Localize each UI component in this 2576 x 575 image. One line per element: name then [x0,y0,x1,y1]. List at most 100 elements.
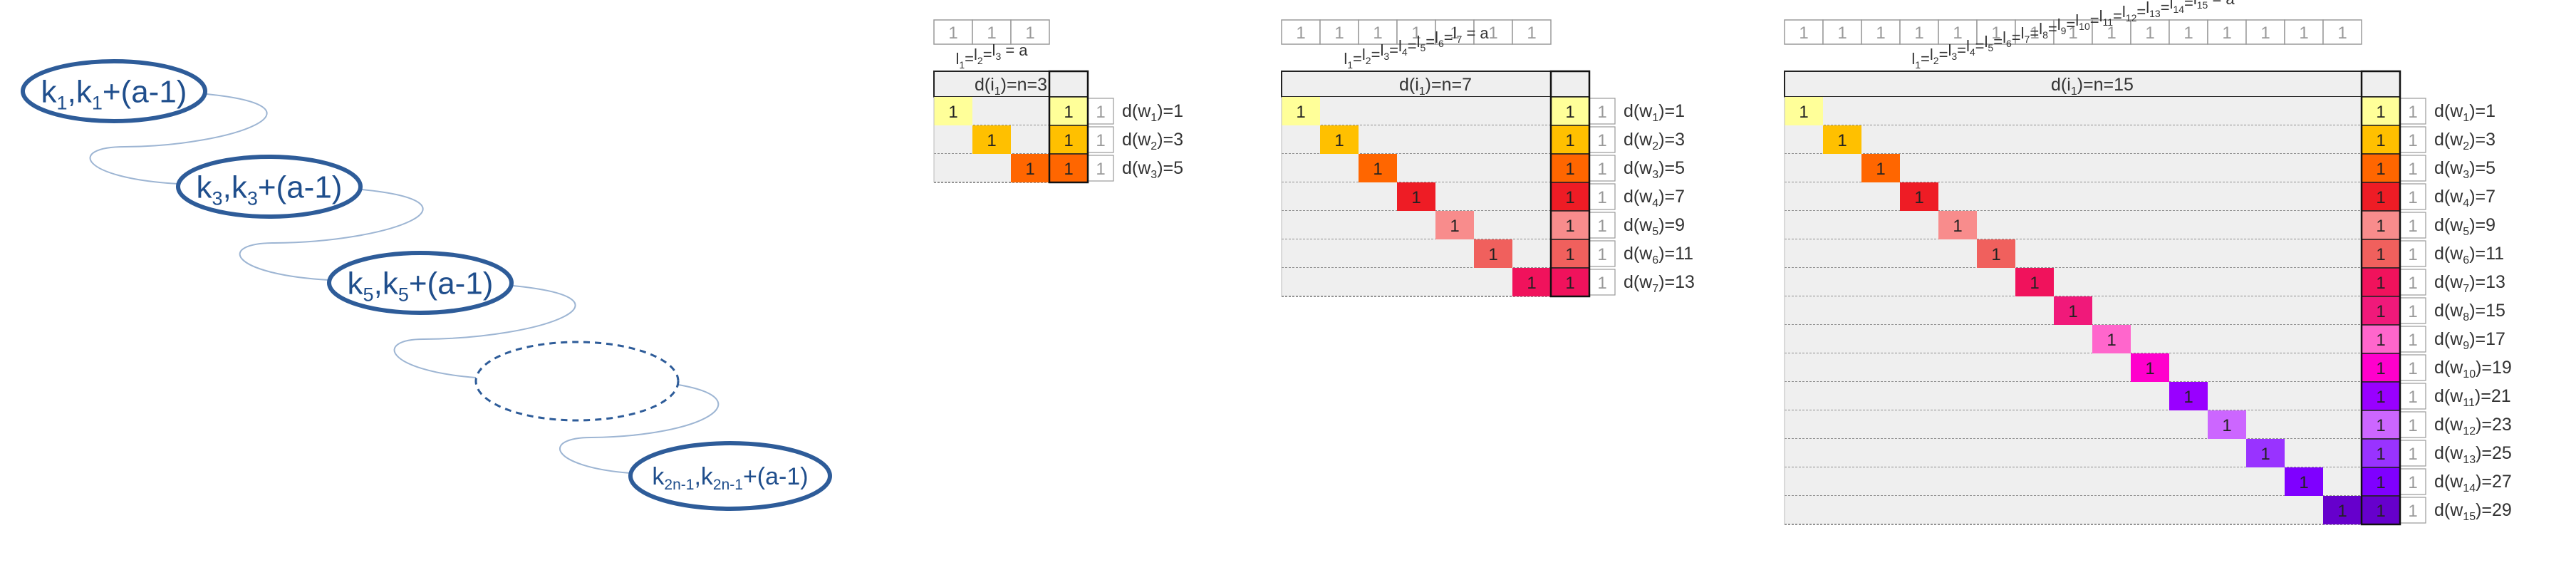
diagonal-cell-value: 1 [1914,188,1923,207]
top-row-cell [1976,19,2016,45]
side-cell [2399,497,2426,524]
matrix-row-bg [1785,325,2362,353]
column-cell-value: 1 [1565,103,1574,122]
top-row-cell [1473,19,1513,45]
side-cell-value: 1 [2408,217,2417,236]
column-cell [2361,410,2401,440]
column-cell-value: 1 [2376,331,2385,350]
column-cell-value: 1 [1064,160,1073,179]
top-row-cell [2284,19,2324,45]
side-cell [2399,183,2426,210]
side-cell-value: 1 [1597,188,1606,207]
column-cell-value: 1 [2376,416,2385,435]
diagonal-cell [1512,268,1551,296]
top-row-value: 1 [1296,24,1305,43]
top-row-value: 1 [1837,24,1847,43]
diagonal-cell-value: 1 [1837,131,1847,150]
top-row-value: 1 [2337,24,2347,43]
diagonal-cell-value: 1 [1411,188,1421,207]
side-cell-value: 1 [2408,103,2417,122]
column-cell-value: 1 [1565,217,1574,236]
side-cell-value: 1 [2408,188,2417,207]
row-degree-label: d(w4)=7 [1624,187,1685,209]
top-row-value: 1 [987,24,996,43]
top-row-value: 1 [1025,24,1034,43]
matrix-header-box [1784,71,2401,98]
side-cell [2399,440,2426,467]
diagonal-cell [1823,125,1861,154]
side-cell [2399,297,2426,324]
matrix-15: 1 1 1 1 1 1 1 1 1 1 1 1 1 1 1l1=l2=l3=l4=l5=l6=l7=l8=l… [1784,0,2512,526]
side-cell-value: 1 [1597,160,1606,179]
top-row-value: 1 [2068,24,2077,43]
row-degree-label: d(w7)=13 [2434,272,2505,295]
side-cell [1589,212,1616,239]
side-cell [2399,468,2426,495]
top-row-cell [1861,19,1901,45]
side-cell-value: 1 [2408,473,2417,492]
row-degree-label: d(w6)=11 [2434,244,2504,266]
side-cell [2399,411,2426,438]
top-row-cell [972,19,1012,45]
column-cell-value: 1 [2376,302,2385,321]
top-row-value: 1 [1914,24,1923,43]
diagonal-cell-value: 1 [2107,331,2116,350]
chain-ellipse-label: k1,k1+(a-1) [41,74,187,113]
diagonal-cell-value: 1 [1527,274,1536,293]
side-cell-value: 1 [1096,160,1105,179]
row-degree-label: d(w5)=9 [2434,215,2496,238]
row-degree-label: d(w2)=3 [2434,130,2496,152]
matrix-row-bg [1785,496,2362,524]
row-degree-label: d(w10)=19 [2434,358,2512,380]
side-cell [2399,212,2426,239]
top-row-cell [1784,19,1824,45]
chain-ellipse [176,155,363,219]
side-cell-value: 1 [2408,388,2417,407]
column-cell-value: 1 [2376,274,2385,293]
diagonal-cell [1474,239,1512,268]
diagonal-cell [2323,496,2362,524]
column-cell-value: 1 [2376,388,2385,407]
side-cell-value: 1 [2408,274,2417,293]
top-row-value: 1 [2030,24,2039,43]
side-cell [2399,126,2426,153]
side-cell-value: 1 [2408,331,2417,350]
side-cell-value: 1 [2408,160,2417,179]
column-cell-value: 1 [2376,473,2385,492]
column-cell [2361,182,2401,212]
top-row-cell [2015,19,2055,45]
top-row-value: 1 [2107,24,2116,43]
top-row-value: 1 [2145,24,2154,43]
diagonal-cell [1282,97,1320,125]
side-cell [2399,240,2426,267]
chain-ellipse-label: k3,k3+(a-1) [197,170,343,209]
matrix-row-bg [1785,97,2362,125]
column-outline [1549,70,1591,298]
ellipse-chain: k1,k1+(a-1) k3,k3+(a-1) k5,k5+(a-1) k2n-1,k… [21,59,832,511]
row-degree-label: d(w1)=1 [1624,101,1685,124]
diagonal-cell [972,125,1011,154]
matrix-row-bg [1785,125,2362,154]
diagonal-cell-value: 1 [1953,217,1962,236]
chain-ellipse [21,59,207,123]
diagonal-cell-value: 1 [1799,103,1808,122]
column-cell-value: 1 [1565,188,1574,207]
column-cell-value: 1 [2376,188,2385,207]
column-cell [2361,153,2401,183]
matrix-row-bg [1785,182,2362,211]
side-cell-value: 1 [1597,245,1606,264]
top-row-value: 1 [1953,24,1962,43]
side-cell-value: 1 [2408,131,2417,150]
top-row-value: 1 [1334,24,1344,43]
matrix-header-label: d(i1)=n=7 [1399,75,1472,98]
side-cell [2399,98,2426,125]
matrix-row-bg [1785,211,2362,239]
diagonal-cell-value: 1 [2030,274,2039,293]
side-cell [2399,326,2426,353]
top-row-cell [1281,19,1321,45]
row-degree-label: d(w1)=1 [1122,101,1183,124]
top-row-value: 1 [1876,24,1885,43]
column-cell-value: 1 [2376,131,2385,150]
top-row-value: 1 [1450,24,1459,43]
